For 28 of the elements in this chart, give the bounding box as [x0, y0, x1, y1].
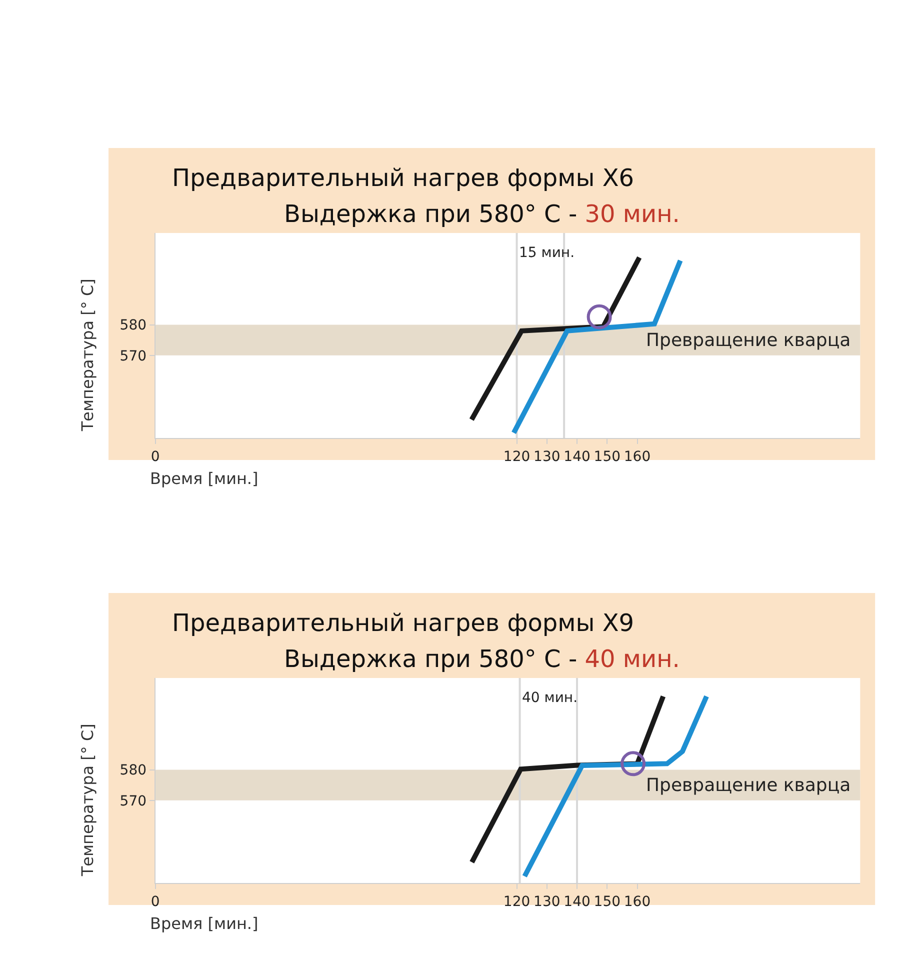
annotation: 15 мин.	[519, 245, 575, 261]
x-tick-label: 130	[534, 448, 560, 465]
x-tick-label: 150	[594, 448, 621, 465]
x-tick-label: 0	[150, 894, 160, 910]
chart-title: Предварительный нагрев формы X6	[172, 164, 634, 192]
x-tick-label: 0	[150, 448, 160, 465]
y-tick-label: 580	[120, 318, 147, 334]
x-tick-label: 130	[534, 894, 560, 910]
x-tick-label: 150	[594, 894, 621, 910]
y-tick-label: 570	[120, 348, 147, 364]
x-tick-label: 140	[564, 894, 590, 910]
x-tick-label: 160	[624, 448, 651, 465]
band-label: Превращение кварца	[646, 330, 851, 351]
x-axis-title: Время [мин.]	[150, 469, 258, 488]
y-axis-title: Температура [° C]	[78, 724, 98, 878]
x-tick-label: 120	[503, 894, 530, 910]
chart-title: Предварительный нагрев формы X9	[172, 609, 634, 637]
x-axis-title: Время [мин.]	[150, 914, 258, 933]
x-tick-label: 160	[624, 894, 651, 910]
chart-subtitle: Выдержка при 580° С - 40 мин.	[284, 645, 680, 673]
band-label: Превращение кварца	[646, 775, 851, 796]
y-tick-label: 570	[120, 793, 147, 810]
y-axis-title: Температура [° C]	[78, 278, 98, 432]
x-tick-label: 140	[564, 448, 590, 465]
y-tick-label: 580	[120, 762, 147, 779]
annotation: 40 мин.	[522, 690, 578, 706]
x-tick-label: 120	[503, 448, 530, 465]
chart-subtitle: Выдержка при 580° С - 30 мин.	[284, 200, 680, 228]
